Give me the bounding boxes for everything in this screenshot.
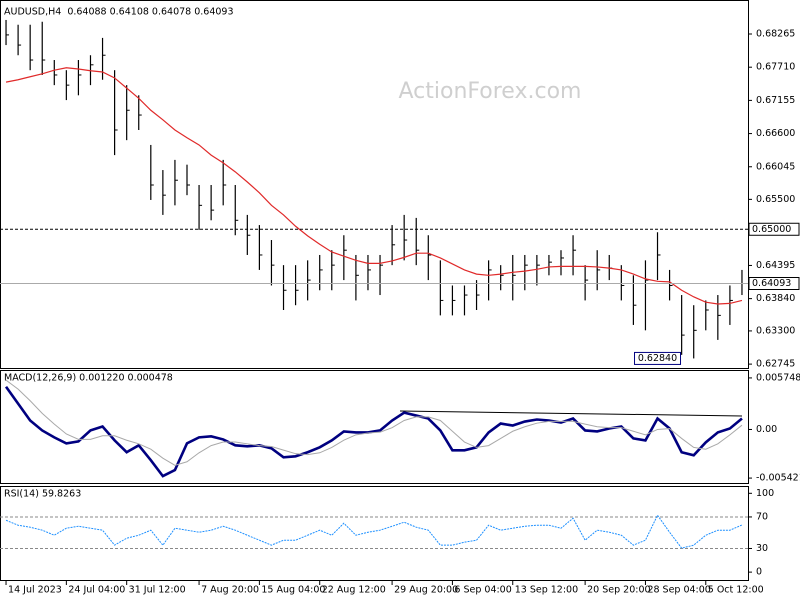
low-label-box (634, 351, 682, 365)
y-tick-label: 0.66045 (756, 161, 795, 172)
y-tick-label: 0 (756, 567, 762, 578)
y-tick-label: 0.67710 (756, 62, 795, 73)
y-tick-label: 0.66600 (756, 128, 795, 139)
panel-title: RSI(14) 59.8263 (4, 489, 81, 500)
y-tick-label: 0.00 (756, 424, 777, 435)
panel-title: MACD(12,26,9) 0.001220 0.000478 (4, 373, 173, 384)
price-panel-frame (0, 0, 749, 369)
watermark: ActionForex.com (399, 79, 582, 104)
rsi-line (5, 514, 743, 549)
level-label-box (748, 276, 800, 290)
x-tick-label: 20 Sep 20:00 (587, 585, 650, 596)
x-tick-label: 24 Jul 04:00 (68, 585, 125, 596)
x-tick-label: 14 Jul 2023 (8, 585, 62, 596)
panel-title: AUDUSD,H4 0.64088 0.64108 0.64078 0.6409… (4, 7, 234, 18)
y-tick-label: 0.62745 (756, 359, 795, 370)
x-tick-label: 5 Oct 12:00 (708, 585, 764, 596)
x-tick-label: 22 Aug 12:00 (322, 585, 386, 596)
macd-panel-frame (0, 370, 749, 484)
moving-average (5, 67, 743, 305)
x-tick-label: 28 Sep 04:00 (647, 585, 710, 596)
indicator-line (5, 379, 743, 466)
rsi-panel-frame (0, 486, 749, 581)
y-tick-label: 0.63300 (756, 325, 795, 336)
y-tick-label: 0.65500 (756, 194, 795, 205)
y-tick-label: 100 (756, 488, 774, 499)
y-tick-label: 0.64395 (756, 260, 795, 271)
low-label: 0.62840 (638, 353, 677, 364)
x-tick-label: 13 Sep 12:00 (515, 585, 578, 596)
y-tick-label: 30 (756, 543, 768, 554)
y-tick-label: 0.005748 (756, 372, 800, 383)
level-label: 0.64093 (752, 278, 791, 289)
y-tick-label: 0.68265 (756, 29, 795, 40)
level-label: 0.65000 (752, 224, 791, 235)
trend-line (399, 410, 743, 417)
y-tick-label: 0.63840 (756, 293, 795, 304)
x-tick-label: 7 Aug 20:00 (201, 585, 259, 596)
y-tick-label: 0.67155 (756, 95, 795, 106)
level-label-box (748, 222, 800, 236)
x-tick-label: 29 Aug 20:00 (394, 585, 458, 596)
x-tick-label: 31 Jul 12:00 (129, 585, 186, 596)
indicator-line (4, 386, 743, 478)
x-tick-label: 6 Sep 04:00 (454, 585, 511, 596)
y-tick-label: -0.005421 (756, 473, 800, 484)
x-tick-label: 15 Aug 04:00 (261, 585, 325, 596)
y-tick-label: 70 (756, 511, 768, 522)
